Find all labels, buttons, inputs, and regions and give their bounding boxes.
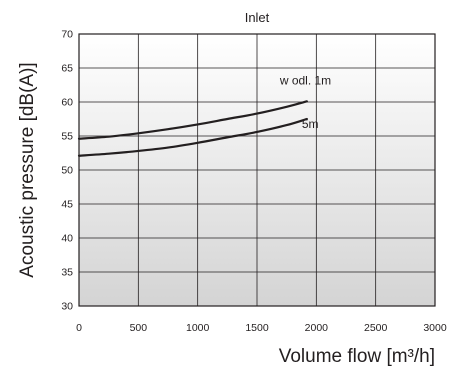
chart-title: Inlet	[245, 10, 270, 25]
x-tick-label-1: 500	[130, 322, 148, 334]
y-tick-label-1: 35	[61, 267, 73, 279]
y-tick-label-7: 65	[61, 63, 73, 75]
y-tick-label-6: 60	[61, 97, 73, 109]
x-tick-label-5: 2500	[364, 322, 388, 334]
x-tick-label-0: 0	[76, 322, 82, 334]
y-axis-label: Acoustic pressure [dB(A)]	[17, 62, 38, 277]
plot-frame	[78, 33, 436, 307]
y-tick-label-3: 45	[61, 199, 73, 211]
x-tick-label-3: 1500	[245, 322, 269, 334]
y-tick-labels: 30 35 40 45 50 55 60 65 70	[61, 29, 73, 313]
x-axis-label: Volume flow [m³/h]	[279, 346, 435, 367]
y-tick-label-5: 55	[61, 131, 73, 143]
series-labels: w odl. 1m 5m	[279, 73, 331, 131]
x-tick-label-6: 3000	[423, 322, 447, 334]
y-tick-label-4: 50	[61, 165, 73, 177]
x-tick-label-2: 1000	[186, 322, 210, 334]
y-tick-label-2: 40	[61, 233, 73, 245]
series-label-0: w odl. 1m	[279, 73, 331, 87]
series-line-0	[77, 100, 308, 140]
y-tick-label-0: 30	[61, 301, 73, 313]
x-tick-labels: 0 500 1000 1500 2000 2500 3000	[76, 322, 447, 334]
series-line-1	[77, 117, 308, 157]
x-tick-label-4: 2000	[305, 322, 329, 334]
series-label-1: 5m	[302, 117, 319, 131]
y-tick-label-8: 70	[61, 29, 73, 41]
series-group	[77, 100, 308, 157]
